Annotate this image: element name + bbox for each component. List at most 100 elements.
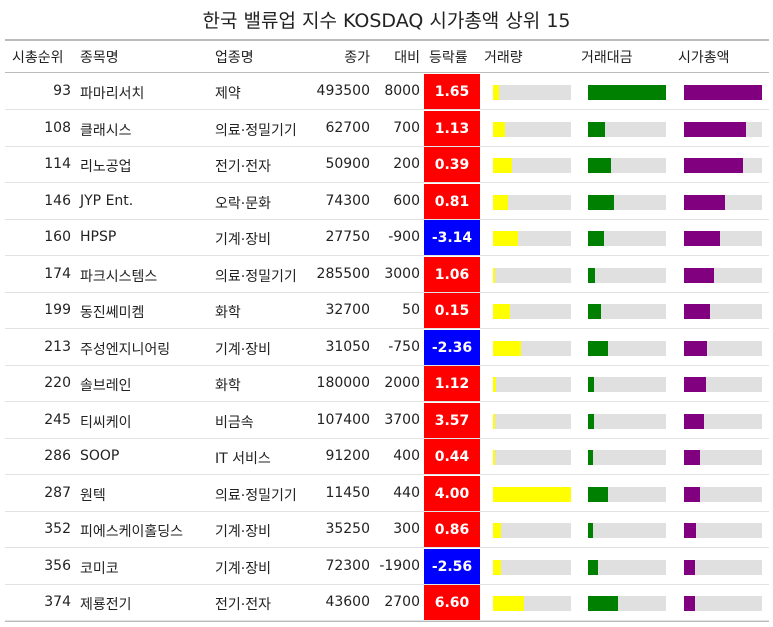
rank-cell: 213 bbox=[44, 338, 71, 355]
diff-cell: 700 bbox=[393, 119, 420, 136]
marketcap-bar-track bbox=[684, 340, 762, 356]
table-row: 352 피에스케이홀딩스 기계·장비 35250 300 0.86 bbox=[5, 512, 769, 548]
row-divider bbox=[5, 364, 769, 366]
rank-cell: 174 bbox=[44, 265, 71, 282]
volume-bar bbox=[493, 450, 495, 465]
close-price-cell: 62700 bbox=[325, 119, 370, 136]
volume-bar bbox=[493, 340, 521, 356]
table-row: 114 리노공업 전기·전자 50900 200 0.39 bbox=[5, 147, 769, 183]
change-rate-cell: 3.57 bbox=[424, 402, 480, 439]
volume-bar bbox=[493, 231, 518, 246]
header-turnover: 거래대금 bbox=[581, 50, 633, 66]
stock-name-cell: JYP Ent. bbox=[80, 192, 134, 209]
table-row: 199 동진쎄미켐 화학 32700 50 0.15 bbox=[5, 293, 769, 329]
sector-cell: 제약 bbox=[215, 86, 241, 102]
marketcap-bar-track bbox=[684, 377, 762, 392]
rank-cell: 352 bbox=[44, 521, 71, 537]
stock-name-cell: 리노공업 bbox=[80, 159, 132, 175]
row-divider bbox=[5, 437, 769, 439]
volume-bar bbox=[493, 304, 510, 319]
marketcap-bar-track bbox=[684, 596, 762, 611]
header-change: 등락률 bbox=[429, 50, 468, 66]
turnover-bar bbox=[588, 340, 608, 356]
change-rate-cell: 1.13 bbox=[424, 110, 480, 147]
volume-bar bbox=[493, 121, 505, 137]
sector-cell: 기계·장비 bbox=[215, 341, 271, 358]
row-divider bbox=[5, 401, 769, 402]
turnover-bar bbox=[588, 596, 618, 611]
close-price-cell: 43600 bbox=[325, 594, 370, 610]
change-rate-cell: 0.81 bbox=[424, 183, 480, 220]
close-price-cell: 91200 bbox=[325, 448, 370, 464]
header-sector: 업종명 bbox=[215, 50, 254, 66]
rank-cell: 286 bbox=[44, 448, 71, 464]
turnover-bar bbox=[588, 413, 594, 429]
turnover-bar-track bbox=[588, 121, 666, 137]
stock-name-cell: 클래시스 bbox=[80, 122, 132, 139]
row-divider bbox=[5, 255, 769, 256]
turnover-bar-track bbox=[588, 377, 666, 392]
marketcap-bar bbox=[684, 596, 695, 611]
turnover-bar-track bbox=[588, 413, 666, 429]
row-divider bbox=[5, 583, 769, 585]
turnover-bar bbox=[588, 486, 608, 502]
row-divider bbox=[5, 291, 769, 293]
rank-cell: 220 bbox=[44, 375, 71, 391]
volume-bar-track bbox=[493, 158, 571, 173]
turnover-bar bbox=[588, 121, 605, 137]
volume-bar bbox=[493, 377, 496, 392]
volume-bar-track bbox=[493, 486, 571, 502]
change-rate-cell: 0.86 bbox=[424, 512, 480, 548]
rank-cell: 160 bbox=[44, 229, 71, 245]
diff-cell: -750 bbox=[388, 338, 420, 355]
volume-bar-track bbox=[493, 450, 571, 465]
marketcap-bar-track bbox=[684, 450, 762, 465]
marketcap-bar bbox=[684, 486, 700, 502]
marketcap-bar-track bbox=[684, 559, 762, 575]
marketcap-bar-track bbox=[684, 158, 762, 173]
diff-cell: 400 bbox=[393, 448, 420, 464]
marketcap-bar bbox=[684, 194, 725, 210]
header-name: 종목명 bbox=[80, 50, 119, 66]
diff-cell: -900 bbox=[388, 229, 420, 245]
change-rate-cell: 1.12 bbox=[424, 366, 480, 402]
table-row: 160 HPSP 기계·장비 27750 -900 -3.14 bbox=[5, 220, 769, 256]
change-rate-cell: -2.56 bbox=[424, 548, 480, 585]
marketcap-bar bbox=[684, 377, 706, 392]
turnover-bar-track bbox=[588, 267, 666, 283]
turnover-bar bbox=[588, 267, 595, 283]
rank-cell: 114 bbox=[44, 156, 71, 172]
marketcap-bar-track bbox=[684, 194, 762, 210]
diff-cell: -1900 bbox=[379, 557, 420, 574]
sector-cell: 의료·정밀기기 bbox=[215, 487, 297, 504]
volume-bar bbox=[493, 267, 495, 283]
marketcap-bar-track bbox=[684, 121, 762, 137]
turnover-bar-track bbox=[588, 340, 666, 356]
turnover-bar bbox=[588, 450, 593, 465]
table-row: 245 티씨케이 비금속 107400 3700 3.57 bbox=[5, 402, 769, 439]
stock-name-cell: 파마리서치 bbox=[80, 86, 145, 102]
marketcap-bar bbox=[684, 158, 743, 173]
marketcap-bar bbox=[684, 340, 707, 356]
sector-cell: 기계·장비 bbox=[215, 232, 271, 248]
stock-name-cell: 파크시스템스 bbox=[80, 268, 158, 285]
sector-cell: 전기·전자 bbox=[215, 597, 271, 613]
change-rate-cell: 0.15 bbox=[424, 293, 480, 329]
marketcap-bar bbox=[684, 267, 714, 283]
volume-bar bbox=[493, 596, 524, 611]
row-divider bbox=[5, 218, 769, 220]
volume-bar-track bbox=[493, 304, 571, 319]
close-price-cell: 74300 bbox=[325, 192, 370, 209]
rank-cell: 199 bbox=[44, 302, 71, 318]
row-divider bbox=[5, 547, 769, 548]
close-price-cell: 285500 bbox=[316, 265, 370, 282]
table-row: 374 제룡전기 전기·전자 43600 2700 6.60 bbox=[5, 585, 769, 621]
close-price-cell: 50900 bbox=[325, 156, 370, 172]
table-row: 286 SOOP IT 서비스 91200 400 0.44 bbox=[5, 439, 769, 475]
close-price-cell: 107400 bbox=[316, 411, 370, 428]
table-row: 146 JYP Ent. 오락·문화 74300 600 0.81 bbox=[5, 183, 769, 220]
marketcap-bar bbox=[684, 85, 762, 100]
turnover-bar bbox=[588, 158, 611, 173]
row-divider bbox=[5, 474, 769, 475]
turnover-bar-track bbox=[588, 596, 666, 611]
